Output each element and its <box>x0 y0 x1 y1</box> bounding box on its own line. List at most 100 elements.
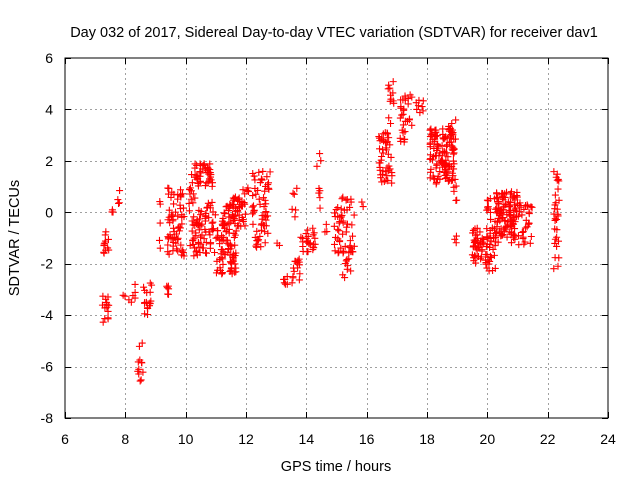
data-point <box>164 241 172 249</box>
data-point <box>452 182 460 190</box>
data-point <box>350 211 358 219</box>
data-point <box>119 291 127 299</box>
data-point <box>261 239 269 247</box>
data-point <box>239 186 247 194</box>
data-point <box>140 283 148 291</box>
data-point <box>288 279 296 287</box>
data-point <box>144 311 152 319</box>
data-point <box>293 184 301 192</box>
data-point <box>231 193 239 201</box>
data-point <box>521 224 529 232</box>
data-point <box>376 145 384 153</box>
data-point <box>400 106 408 114</box>
data-point <box>506 199 514 207</box>
data-point <box>551 225 559 233</box>
data-point <box>499 214 507 222</box>
data-point <box>431 137 439 145</box>
data-point <box>436 168 444 176</box>
data-point <box>491 242 499 250</box>
data-point <box>322 220 330 228</box>
data-point <box>200 235 208 243</box>
data-point <box>173 245 181 253</box>
data-point <box>486 208 494 216</box>
data-point <box>240 199 248 207</box>
y-tick-label: 0 <box>45 204 53 220</box>
data-point <box>489 245 497 253</box>
data-point <box>141 310 149 318</box>
data-point <box>482 243 490 251</box>
data-point <box>316 204 324 212</box>
data-point <box>343 220 351 228</box>
data-point <box>289 264 297 272</box>
x-tick-label: 8 <box>121 431 129 447</box>
data-point <box>521 201 529 209</box>
data-point <box>205 228 213 236</box>
data-point <box>500 203 508 211</box>
y-tick-label: 6 <box>45 50 53 66</box>
data-point <box>174 224 182 232</box>
data-point <box>440 135 448 143</box>
data-point <box>451 235 459 243</box>
data-point <box>226 251 234 259</box>
data-point <box>525 219 533 227</box>
data-point <box>334 225 342 233</box>
data-point <box>449 143 457 151</box>
data-point <box>227 259 235 267</box>
data-point <box>490 234 498 242</box>
data-point <box>419 107 427 115</box>
data-point <box>192 248 200 256</box>
data-point <box>468 251 476 259</box>
data-point <box>203 249 211 257</box>
data-point <box>218 269 226 277</box>
data-point <box>527 203 535 211</box>
data-point <box>519 233 527 241</box>
data-point <box>138 358 146 366</box>
x-tick-label: 16 <box>359 431 375 447</box>
data-point <box>193 161 201 169</box>
data-point <box>101 239 109 247</box>
x-axis-label: GPS time / hours <box>281 459 391 475</box>
data-point <box>400 135 408 143</box>
data-point <box>218 270 226 278</box>
data-point <box>378 136 386 144</box>
data-point <box>338 195 346 203</box>
data-point <box>230 233 238 241</box>
x-tick-label: 20 <box>480 431 496 447</box>
data-point <box>438 142 446 150</box>
data-point <box>201 225 209 233</box>
data-point <box>211 248 219 256</box>
data-point <box>261 187 269 195</box>
data-point <box>526 239 534 247</box>
data-point <box>259 167 267 175</box>
data-point <box>281 280 289 288</box>
data-point <box>381 129 389 137</box>
data-point <box>147 297 155 305</box>
data-point <box>232 264 240 272</box>
data-point <box>187 195 195 203</box>
data-point <box>494 238 502 246</box>
data-point <box>203 179 211 187</box>
data-point <box>189 199 197 207</box>
data-point <box>450 145 458 153</box>
data-point <box>192 232 200 240</box>
data-point <box>506 221 514 229</box>
data-point <box>451 175 459 183</box>
data-point <box>343 256 351 264</box>
data-point <box>241 200 249 208</box>
data-point <box>252 242 260 250</box>
data-point <box>443 134 451 142</box>
data-point <box>156 244 164 252</box>
data-point <box>486 194 494 202</box>
data-point <box>100 249 108 257</box>
data-point <box>316 187 324 195</box>
data-point <box>104 235 112 243</box>
data-point <box>347 267 355 275</box>
data-point <box>388 169 396 177</box>
data-point <box>166 231 174 239</box>
data-point <box>217 254 225 262</box>
data-point <box>230 254 238 262</box>
data-point <box>414 102 422 110</box>
data-point <box>510 201 518 209</box>
data-point <box>164 248 172 256</box>
data-point <box>220 209 228 217</box>
